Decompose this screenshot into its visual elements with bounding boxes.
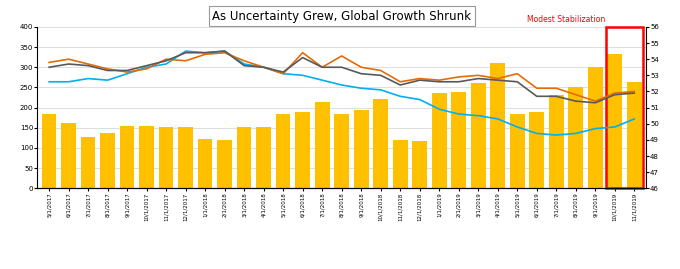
Bar	[276, 114, 290, 188]
Bar	[607, 54, 622, 188]
Bar	[295, 112, 310, 188]
Bar	[490, 63, 505, 188]
Bar	[452, 92, 466, 188]
Bar	[315, 102, 330, 188]
Bar	[354, 110, 369, 188]
Bar	[101, 133, 115, 188]
Bar	[606, 27, 643, 188]
Bar	[393, 140, 407, 188]
Bar	[549, 95, 564, 188]
Title: As Uncertainty Grew, Global Growth Shrunk: As Uncertainty Grew, Global Growth Shrun…	[212, 10, 471, 23]
Bar	[530, 112, 544, 188]
Bar	[218, 140, 232, 188]
Bar	[256, 127, 271, 188]
Bar	[237, 127, 252, 188]
Bar	[432, 94, 447, 188]
Bar	[510, 115, 524, 188]
Bar	[159, 127, 173, 188]
Bar	[373, 99, 388, 188]
Bar	[335, 115, 349, 188]
Bar	[471, 83, 486, 188]
Bar	[41, 115, 56, 188]
Bar	[81, 137, 95, 188]
Bar	[139, 126, 154, 188]
Bar	[120, 126, 135, 188]
Bar	[412, 141, 427, 188]
Bar	[568, 87, 583, 188]
Bar	[178, 127, 193, 188]
Bar	[627, 82, 642, 188]
Bar	[61, 123, 76, 188]
Bar	[198, 139, 212, 188]
Text: Modest Stabilization: Modest Stabilization	[527, 15, 605, 24]
Bar	[588, 67, 602, 188]
